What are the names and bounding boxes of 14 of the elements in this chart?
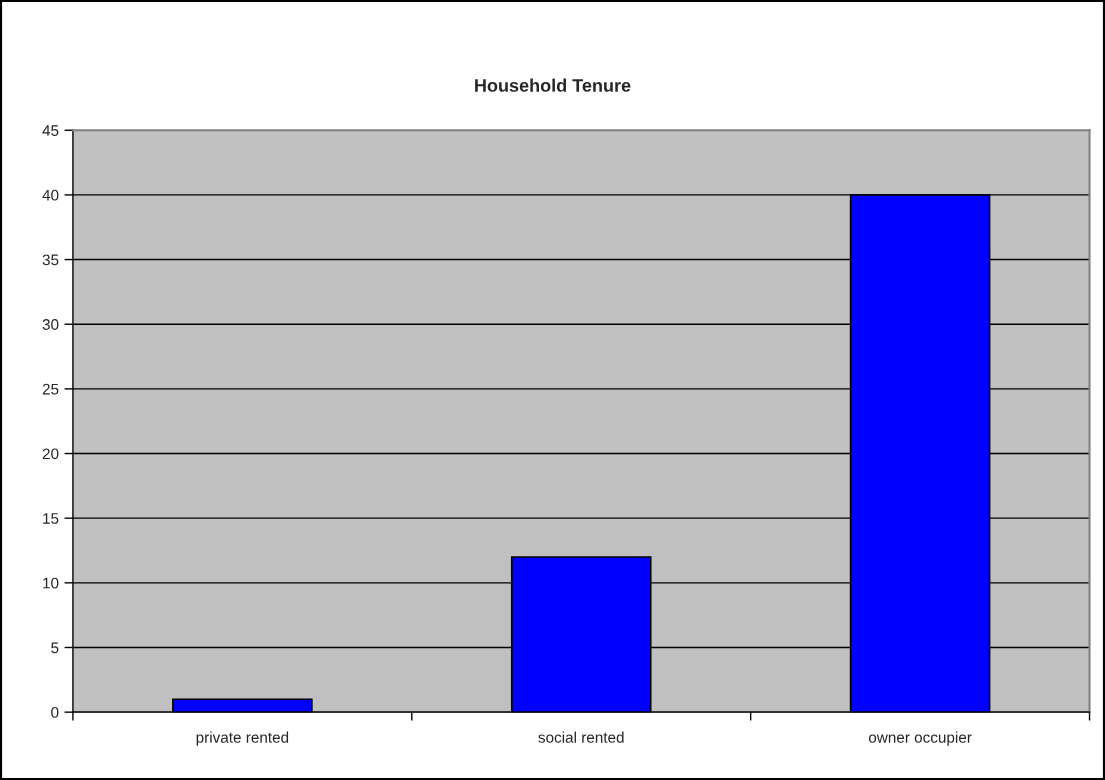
y-tick-label: 5 [51, 642, 59, 654]
y-tick-label: 45 [42, 125, 59, 136]
x-tick-label: owner occupier [868, 731, 972, 746]
y-tick-label: 25 [42, 383, 59, 395]
x-tick-label: private rented [196, 731, 289, 746]
x-tick-label: social rented [538, 731, 624, 743]
y-tick-label: 35 [42, 254, 59, 266]
y-tick-label: 0 [51, 707, 59, 718]
y-tick-label: 10 [43, 577, 59, 589]
y-tick-label: 30 [42, 319, 59, 330]
chart-title: Household Tenure [475, 78, 631, 92]
y-tick-label: 15 [43, 513, 59, 524]
y-tick-label: 20 [42, 448, 59, 460]
y-tick-label: 40 [42, 189, 59, 201]
